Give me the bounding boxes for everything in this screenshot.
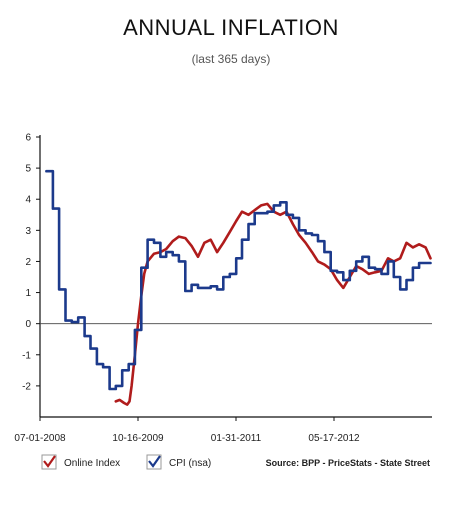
series-line-online-index — [114, 202, 432, 406]
y-tick-label: 4 — [25, 195, 31, 206]
x-tick-label: 05-17-2012 — [308, 433, 360, 444]
x-axis-ticks: 07-01-2008 10-16-2009 01-31-2011 05-17-2012 — [14, 417, 360, 444]
y-tick-label: -1 — [22, 350, 31, 361]
chart-title: ANNUAL INFLATION — [123, 15, 339, 40]
source-note: Source: BPP - PriceStats - State Street — [266, 458, 430, 468]
y-axis-ticks: -2 -1 0 1 2 3 4 5 6 — [22, 133, 40, 392]
y-tick-label: 5 — [25, 164, 31, 175]
legend: Online Index CPI (nsa) — [41, 454, 211, 470]
y-tick-label: 6 — [25, 133, 31, 144]
x-tick-label: 01-31-2011 — [211, 433, 262, 444]
chart-subtitle: (last 365 days) — [192, 52, 271, 66]
checkmark-icon — [148, 455, 161, 468]
axes — [39, 135, 432, 418]
y-tick-label: 1 — [25, 288, 31, 299]
x-tick-label: 07-01-2008 — [14, 433, 66, 444]
legend-label-cpi: CPI (nsa) — [169, 458, 211, 469]
legend-item-cpi[interactable]: CPI (nsa) — [146, 454, 211, 470]
plot-lines — [45, 169, 432, 406]
y-tick-label: 0 — [25, 319, 31, 330]
legend-label-online-index: Online Index — [64, 458, 120, 469]
x-tick-label: 10-16-2009 — [112, 433, 164, 444]
series-line-cpi-nsa — [45, 169, 432, 391]
y-tick-label: 3 — [25, 226, 31, 237]
legend-item-online-index[interactable]: Online Index — [41, 454, 120, 470]
y-tick-label: 2 — [25, 257, 31, 268]
y-tick-label: -2 — [22, 381, 31, 392]
checkmark-icon — [43, 455, 56, 468]
